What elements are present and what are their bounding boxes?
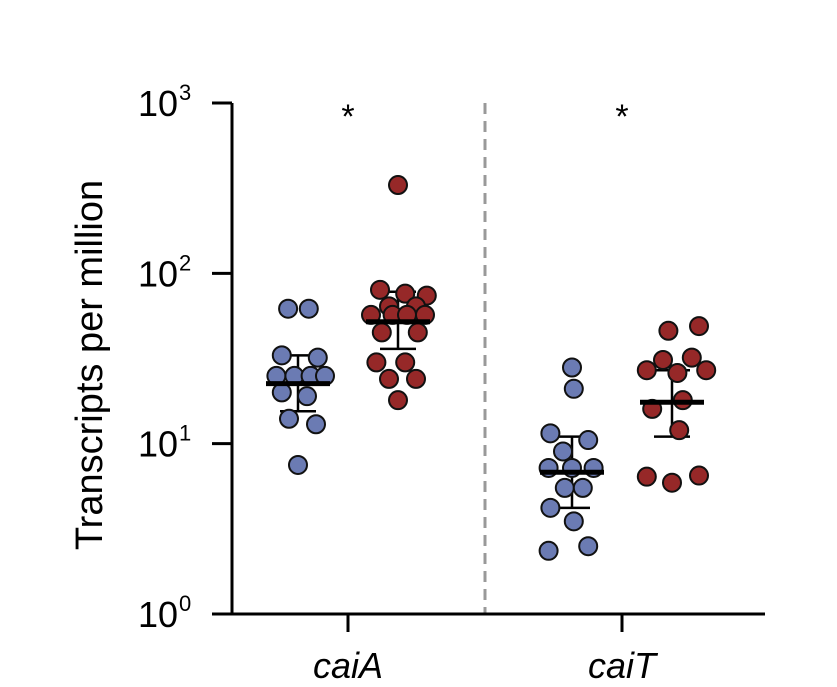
- data-point-caiT-1-1: [658, 320, 679, 341]
- data-point-caiT-0-0: [562, 357, 582, 378]
- y-ticks: 100 101 102 103: [138, 80, 232, 635]
- data-point-caiT-0-3: [578, 430, 599, 451]
- data-point-caiA-0-3: [307, 347, 328, 368]
- data-point-caiA-1-11: [407, 322, 428, 343]
- data-point-caiA-0-11: [306, 414, 326, 435]
- data-point-caiT-1-0: [689, 316, 709, 337]
- y-tick-label-2: 102: [138, 250, 191, 294]
- data-point-caiA-1-14: [379, 368, 399, 389]
- data-point-caiT-0-4: [553, 441, 573, 462]
- data-point-caiT-1-12: [662, 472, 682, 493]
- data-point-caiA-1-2: [395, 283, 416, 304]
- data-point-caiT-0-12: [578, 536, 599, 557]
- data-point-caiA-0-1: [298, 298, 319, 319]
- significance-caiA: *: [341, 98, 354, 136]
- significance-markers: * *: [341, 98, 628, 136]
- data-point-caiA-1-1: [370, 279, 390, 300]
- data-point-caiT-1-10: [689, 465, 709, 486]
- data-point-caiT-1-11: [636, 466, 657, 487]
- data-point-caiT-1-9: [669, 420, 690, 441]
- data-point-caiT-0-13: [538, 540, 559, 561]
- y-tick-label-1: 101: [138, 421, 191, 465]
- x-ticks: caiA caiT: [313, 614, 659, 686]
- y-axis-label: Transcripts per million: [69, 180, 111, 550]
- y-tick-label-3: 103: [138, 80, 191, 124]
- data-point-caiT-0-10: [540, 497, 561, 518]
- x-tick-label-caiA: caiA: [313, 645, 383, 686]
- data-point-caiT-1-5: [696, 360, 717, 381]
- mean-bars: [266, 319, 704, 475]
- data-point-caiA-0-2: [271, 345, 292, 366]
- data-point-caiT-0-2: [540, 423, 561, 444]
- axes: [230, 103, 765, 616]
- data-point-caiA-0-0: [278, 298, 299, 319]
- data-point-caiT-0-8: [554, 477, 575, 498]
- y-tick-label-0: 100: [138, 591, 191, 635]
- data-point-caiA-0-9: [297, 386, 317, 407]
- data-point-caiA-1-15: [406, 368, 426, 389]
- data-point-caiT-0-9: [572, 477, 593, 498]
- data-point-caiA-1-0: [388, 175, 408, 196]
- data-point-caiA-1-12: [366, 352, 387, 373]
- data-point-caiT-0-1: [563, 378, 584, 399]
- x-tick-label-caiT: caiT: [588, 645, 659, 686]
- data-point-caiA-0-12: [288, 454, 308, 475]
- data-point-caiA-1-10: [371, 322, 392, 343]
- data-point-caiT-0-11: [563, 511, 584, 532]
- significance-caiT: *: [615, 98, 628, 136]
- data-point-caiT-1-3: [653, 349, 673, 370]
- data-point-caiA-1-13: [395, 352, 416, 373]
- data-points: [266, 175, 717, 561]
- data-point-caiT-1-6: [667, 362, 688, 383]
- data-point-caiT-1-4: [636, 360, 657, 381]
- data-point-caiT-1-2: [681, 347, 702, 368]
- data-point-caiA-0-10: [279, 408, 299, 429]
- data-point-caiA-1-16: [388, 390, 408, 411]
